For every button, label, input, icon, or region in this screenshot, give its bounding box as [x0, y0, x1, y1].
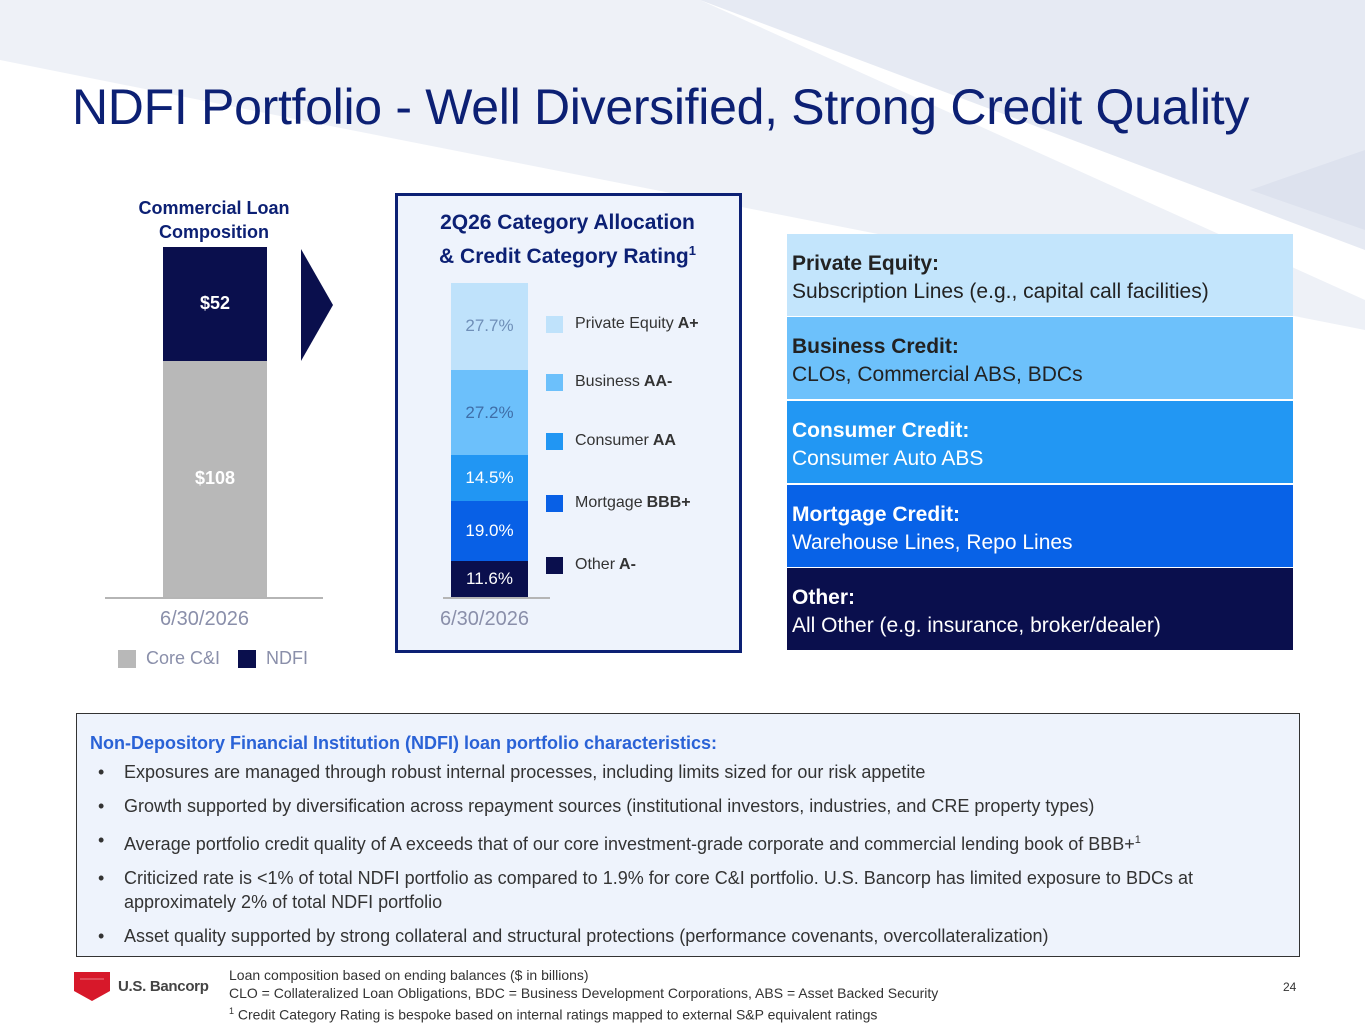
legend-rating: BBB+ [646, 494, 691, 511]
footnote-marker: 1 [1134, 834, 1141, 846]
stack-segment-mortgage: 19.0% [451, 500, 528, 561]
stack-data-label: 11.6% [466, 568, 513, 588]
legend-rating: AA- [643, 373, 673, 390]
stack-data-label: 27.7% [465, 316, 514, 336]
category-heading: Business Credit: [792, 335, 959, 358]
allocation-title-line2: & Credit Category Rating [439, 245, 689, 268]
category-heading: Other: [792, 586, 855, 609]
allocation-chart-x-label: 6/30/2026 [440, 608, 529, 630]
bullet-icon: • [98, 830, 105, 850]
category-detail: All Other (e.g. insurance, broker/dealer… [792, 614, 1161, 637]
legend-swatch [546, 315, 563, 333]
legend-label: Business [575, 373, 640, 390]
category-detail: Warehouse Lines, Repo Lines [792, 531, 1073, 554]
legend-label: Private Equity [575, 315, 674, 332]
footnote-line: 1 Credit Category Rating is bespoke base… [229, 1002, 938, 1024]
legend-swatch [546, 556, 563, 574]
characteristics-panel [76, 713, 1300, 957]
characteristics-heading: Non-Depository Financial Institution (ND… [90, 733, 718, 753]
category-box: Consumer Credit: Consumer Auto ABS [787, 401, 1293, 483]
stack-segment-consumer: 14.5% [451, 455, 528, 501]
left-chart-title-line1: Commercial Loan [138, 198, 290, 218]
left-chart-x-label: 6/30/2026 [160, 608, 249, 630]
bullet-text: Average portfolio credit quality of A ex… [124, 834, 1135, 854]
category-box: Mortgage Credit: Warehouse Lines, Repo Li… [787, 485, 1293, 567]
slide-title: NDFI Portfolio - Well Diversified, Stron… [72, 79, 1250, 135]
characteristics-list: • Exposures are managed through robust in… [98, 760, 1278, 958]
footnotes: Loan composition based on ending balance… [229, 966, 938, 1024]
legend-swatch-ndfi [238, 649, 257, 668]
list-item: • Average portfolio credit quality of A e… [98, 828, 1278, 856]
legend-rating: AA [652, 432, 676, 449]
bullet-icon: • [98, 796, 105, 816]
bar-data-label: $52 [199, 293, 231, 314]
category-box: Other: All Other (e.g. insurance, broker/… [787, 568, 1293, 650]
legend-item-consumer: Consumer AA [546, 432, 676, 450]
category-heading: Mortgage Credit: [792, 503, 960, 526]
legend-item-business: Business AA- [546, 373, 672, 391]
legend-item-core-ci: Core C&I [118, 648, 220, 669]
list-item: • Asset quality supported by strong colla… [98, 924, 1278, 948]
list-item: • Criticized rate is <1% of total NDFI po… [98, 866, 1278, 914]
arrow-right-icon [301, 249, 333, 361]
category-box: Business Credit: CLOs, Commercial ABS, BD… [787, 317, 1293, 399]
bullet-icon: • [98, 868, 105, 888]
legend-item-private-equity: Private Equity A+ [546, 315, 699, 333]
bar-segment-core-c-i: $108 [163, 360, 267, 597]
legend-swatch [546, 432, 563, 450]
legend-item-ndfi: NDFI [238, 648, 308, 669]
legend-rating: A+ [677, 315, 699, 332]
bullet-text: Exposures are managed through robust int… [124, 762, 926, 782]
logo-text: U.S. Bancorp [118, 977, 209, 995]
list-item: • Exposures are managed through robust in… [98, 760, 1278, 784]
footnote-marker: 1 [688, 243, 696, 258]
category-detail: Consumer Auto ABS [792, 447, 984, 470]
left-chart-baseline [105, 597, 323, 599]
page-number: 24 [1283, 980, 1297, 994]
bar-data-label: $108 [194, 468, 236, 489]
allocation-chart-title: 2Q26 Category Allocation & Credit Catego… [400, 209, 735, 271]
allocation-title-line1: 2Q26 Category Allocation [440, 211, 695, 234]
bullet-text: Criticized rate is <1% of total NDFI por… [124, 868, 1193, 912]
category-detail: CLOs, Commercial ABS, BDCs [792, 363, 1083, 386]
stack-segment-private-equity: 27.7% [451, 283, 528, 370]
stack-data-label: 27.2% [465, 402, 514, 422]
footnote-line: Loan composition based on ending balance… [229, 967, 589, 983]
legend-label: Consumer [575, 432, 649, 449]
legend-label: Other [575, 556, 616, 573]
category-heading: Private Equity: [792, 252, 940, 275]
category-detail: Subscription Lines (e.g., capital call f… [792, 280, 1209, 303]
bullet-text: Growth supported by diversification acro… [124, 796, 1095, 816]
left-chart-title: Commercial Loan Composition [104, 196, 324, 244]
category-heading: Consumer Credit: [792, 419, 970, 442]
list-item: • Growth supported by diversification acr… [98, 794, 1278, 818]
legend-label-core-ci: Core C&I [146, 648, 221, 668]
legend-label: Mortgage [575, 494, 643, 511]
stack-data-label: 19.0% [465, 520, 514, 540]
legend-swatch [546, 373, 563, 391]
bar-segment-ndfi: $52 [163, 247, 267, 361]
footnote-line: CLO = Collateralized Loan Obligations, B… [229, 985, 939, 1001]
legend-label-ndfi: NDFI [266, 648, 309, 668]
legend-item-other: Other A- [546, 556, 636, 574]
stack-segment-business: 27.2% [451, 369, 528, 456]
legend-item-mortgage: Mortgage BBB+ [546, 494, 691, 512]
company-logo: U.S. Bancorp [74, 971, 209, 1001]
bullet-icon: • [98, 926, 105, 946]
stack-segment-other: 11.6% [451, 560, 528, 597]
shield-icon [74, 972, 110, 1001]
left-chart-title-line2: Composition [159, 222, 269, 242]
legend-swatch-core-ci [118, 649, 136, 668]
stack-data-label: 14.5% [465, 468, 514, 488]
footnote-text: Credit Category Rating is bespoke based … [234, 1006, 878, 1023]
legend-swatch [546, 494, 563, 512]
bullet-icon: • [98, 762, 105, 782]
allocation-chart-baseline [443, 597, 550, 599]
legend-rating: A- [619, 556, 636, 573]
footnote-marker: 1 [229, 1006, 235, 1016]
bullet-text: Asset quality supported by strong collat… [124, 926, 1049, 946]
category-box: Private Equity: Subscription Lines (e.g.,… [787, 234, 1293, 316]
left-chart-legend: Core C&I NDFI [118, 648, 326, 669]
